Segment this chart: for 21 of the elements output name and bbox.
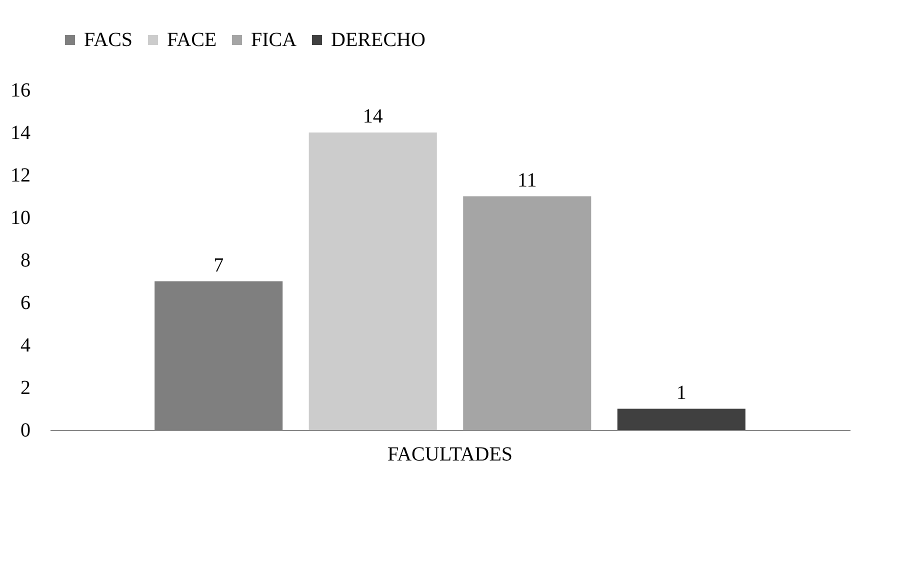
y-tick-label: 12 [10, 164, 30, 186]
data-label: 14 [362, 106, 383, 128]
y-tick-label: 8 [20, 250, 30, 272]
legend-label: FICA [251, 29, 298, 51]
y-tick-label: 14 [10, 122, 30, 144]
legend-label: FACS [84, 29, 133, 51]
bar [308, 132, 437, 430]
y-tick-label: 16 [10, 80, 30, 102]
data-label: 7 [214, 254, 224, 276]
y-tick-label: 0 [20, 420, 30, 442]
y-tick-label: 4 [20, 334, 30, 356]
x-tick-label: FACULTADES [387, 444, 513, 466]
y-tick-label: 2 [20, 377, 30, 399]
bar [463, 196, 592, 430]
y-tick-label: 10 [10, 207, 30, 229]
y-tick-label: 6 [20, 292, 30, 314]
bar [617, 408, 746, 430]
legend-label: FACE [167, 29, 217, 51]
data-label: 1 [676, 382, 686, 404]
legend-label: DERECHO [331, 29, 426, 51]
data-label: 11 [518, 169, 537, 192]
